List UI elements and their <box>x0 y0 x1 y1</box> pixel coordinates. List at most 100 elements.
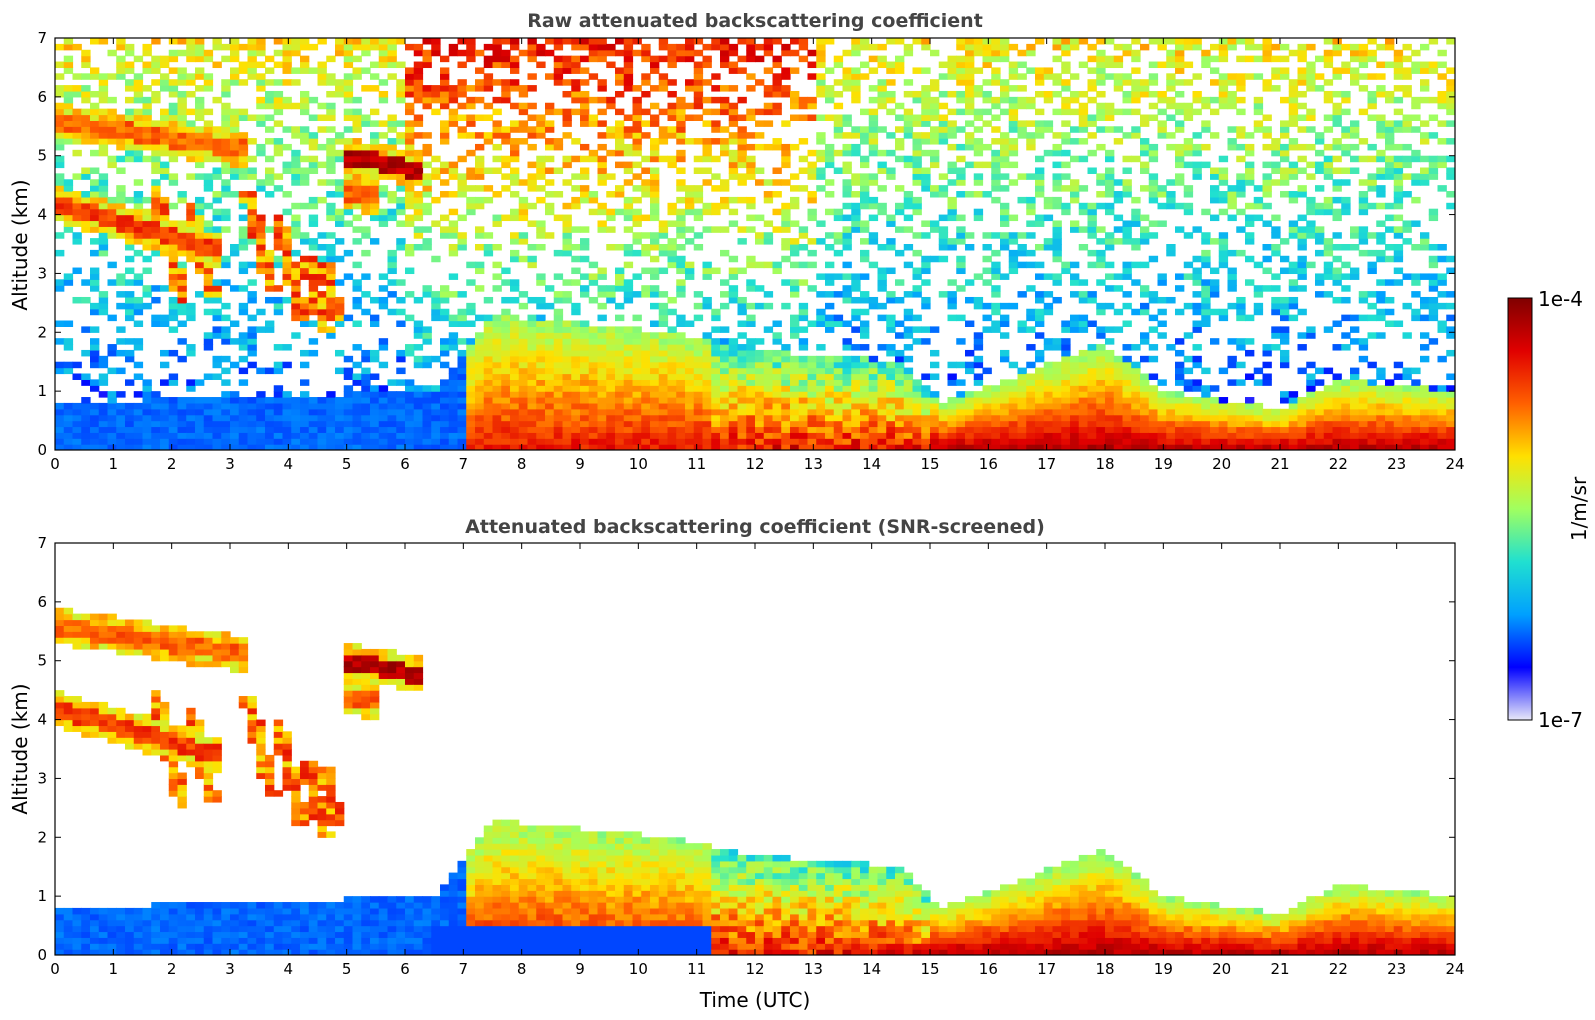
heatmap-cell <box>63 196 74 204</box>
heatmap-cell <box>763 402 774 410</box>
heatmap-cell <box>142 426 152 433</box>
heatmap-cell <box>772 138 782 145</box>
heatmap-cell <box>396 432 406 439</box>
heatmap-cell <box>798 420 809 428</box>
heatmap-cell <box>413 444 424 450</box>
heatmap-cell <box>641 373 651 380</box>
heatmap-cell <box>1113 73 1124 80</box>
heatmap-cell <box>352 120 362 127</box>
heatmap-cell <box>466 432 476 439</box>
heatmap-cell <box>746 85 756 92</box>
heatmap-cell <box>606 296 616 304</box>
heatmap-cell <box>107 349 117 357</box>
heatmap-cell <box>921 326 931 333</box>
heatmap-cell <box>352 344 362 351</box>
heatmap-cell <box>186 120 196 127</box>
heatmap-cell <box>973 444 984 450</box>
heatmap-cell <box>947 361 957 369</box>
heatmap-cell <box>1096 444 1106 450</box>
heatmap-cell <box>580 143 590 151</box>
heatmap-cell <box>107 73 117 80</box>
heatmap-cell <box>457 414 467 422</box>
heatmap-cell <box>623 85 634 92</box>
heatmap-cell <box>405 349 415 357</box>
heatmap-cell <box>343 167 354 174</box>
heatmap-cell <box>562 220 572 227</box>
heatmap-cell <box>545 126 555 133</box>
heatmap-cell <box>422 444 432 450</box>
heatmap-cell <box>860 161 870 169</box>
heatmap-cell <box>203 120 214 127</box>
heatmap-cell <box>422 420 432 428</box>
heatmap-cell <box>195 397 205 404</box>
heatmap-cell <box>1052 73 1062 80</box>
heatmap-cell <box>352 432 362 439</box>
heatmap-cell <box>720 349 730 357</box>
heatmap-cell <box>107 214 117 222</box>
heatmap-cell <box>177 114 187 121</box>
heatmap-cell <box>868 379 879 386</box>
heatmap-cell <box>177 126 187 133</box>
heatmap-cell <box>597 367 607 375</box>
heatmap-cell <box>991 179 1001 186</box>
heatmap-cell <box>63 444 74 450</box>
heatmap-cell <box>142 444 152 450</box>
heatmap-cell <box>623 391 634 398</box>
heatmap-cell <box>265 261 275 269</box>
heatmap-cell <box>431 397 441 404</box>
heatmap-cell <box>282 102 292 110</box>
heatmap-cell <box>308 338 319 345</box>
heatmap-cell <box>851 361 861 369</box>
heatmap-cell <box>965 120 975 127</box>
heatmap-cell <box>868 232 879 239</box>
heatmap-cell <box>308 43 319 51</box>
heatmap-cell <box>597 108 607 116</box>
heatmap-cell <box>702 344 712 351</box>
heatmap-cell <box>650 196 660 204</box>
heatmap-cell <box>352 414 362 422</box>
heatmap-cell <box>562 114 572 121</box>
heatmap-cell <box>282 391 292 398</box>
heatmap-cell <box>973 108 984 116</box>
heatmap-cell <box>457 79 467 86</box>
heatmap-cell <box>378 385 389 392</box>
heatmap-cell <box>851 126 861 133</box>
heatmap-cell <box>1000 273 1010 280</box>
heatmap-cell <box>1026 402 1036 410</box>
heatmap-cell <box>632 208 642 216</box>
heatmap-cell <box>282 432 292 439</box>
heatmap-cell <box>457 155 467 163</box>
heatmap-cell <box>973 420 984 428</box>
heatmap-cell <box>816 308 826 316</box>
heatmap-cell <box>352 55 362 63</box>
heatmap-cell <box>650 85 660 92</box>
heatmap-cell <box>177 426 187 433</box>
heatmap-cell <box>562 408 572 416</box>
heatmap-cell <box>273 220 284 227</box>
heatmap-cell <box>755 420 765 428</box>
heatmap-cell <box>265 226 275 233</box>
heatmap-cell <box>308 132 319 139</box>
heatmap-cell <box>860 414 870 422</box>
heatmap-cell <box>501 438 511 445</box>
heatmap-cell <box>160 349 170 357</box>
heatmap-cell <box>650 55 660 63</box>
heatmap-cell <box>405 196 415 204</box>
heatmap-cell <box>755 444 765 450</box>
heatmap-cell <box>606 49 616 57</box>
heatmap-cell <box>457 49 467 57</box>
heatmap-cell <box>842 402 852 410</box>
heatmap-cell <box>798 244 809 251</box>
heatmap-cell <box>431 173 441 180</box>
heatmap-cell <box>378 344 389 351</box>
heatmap-cell <box>615 185 625 192</box>
heatmap-cell <box>55 420 65 428</box>
heatmap-cell <box>335 38 345 45</box>
heatmap-cell <box>807 438 817 445</box>
heatmap-cell <box>151 238 161 245</box>
heatmap-cell <box>903 308 914 316</box>
heatmap-cell <box>186 426 196 433</box>
heatmap-cell <box>956 285 966 292</box>
heatmap-cell <box>387 43 397 51</box>
heatmap-cell <box>63 179 74 186</box>
